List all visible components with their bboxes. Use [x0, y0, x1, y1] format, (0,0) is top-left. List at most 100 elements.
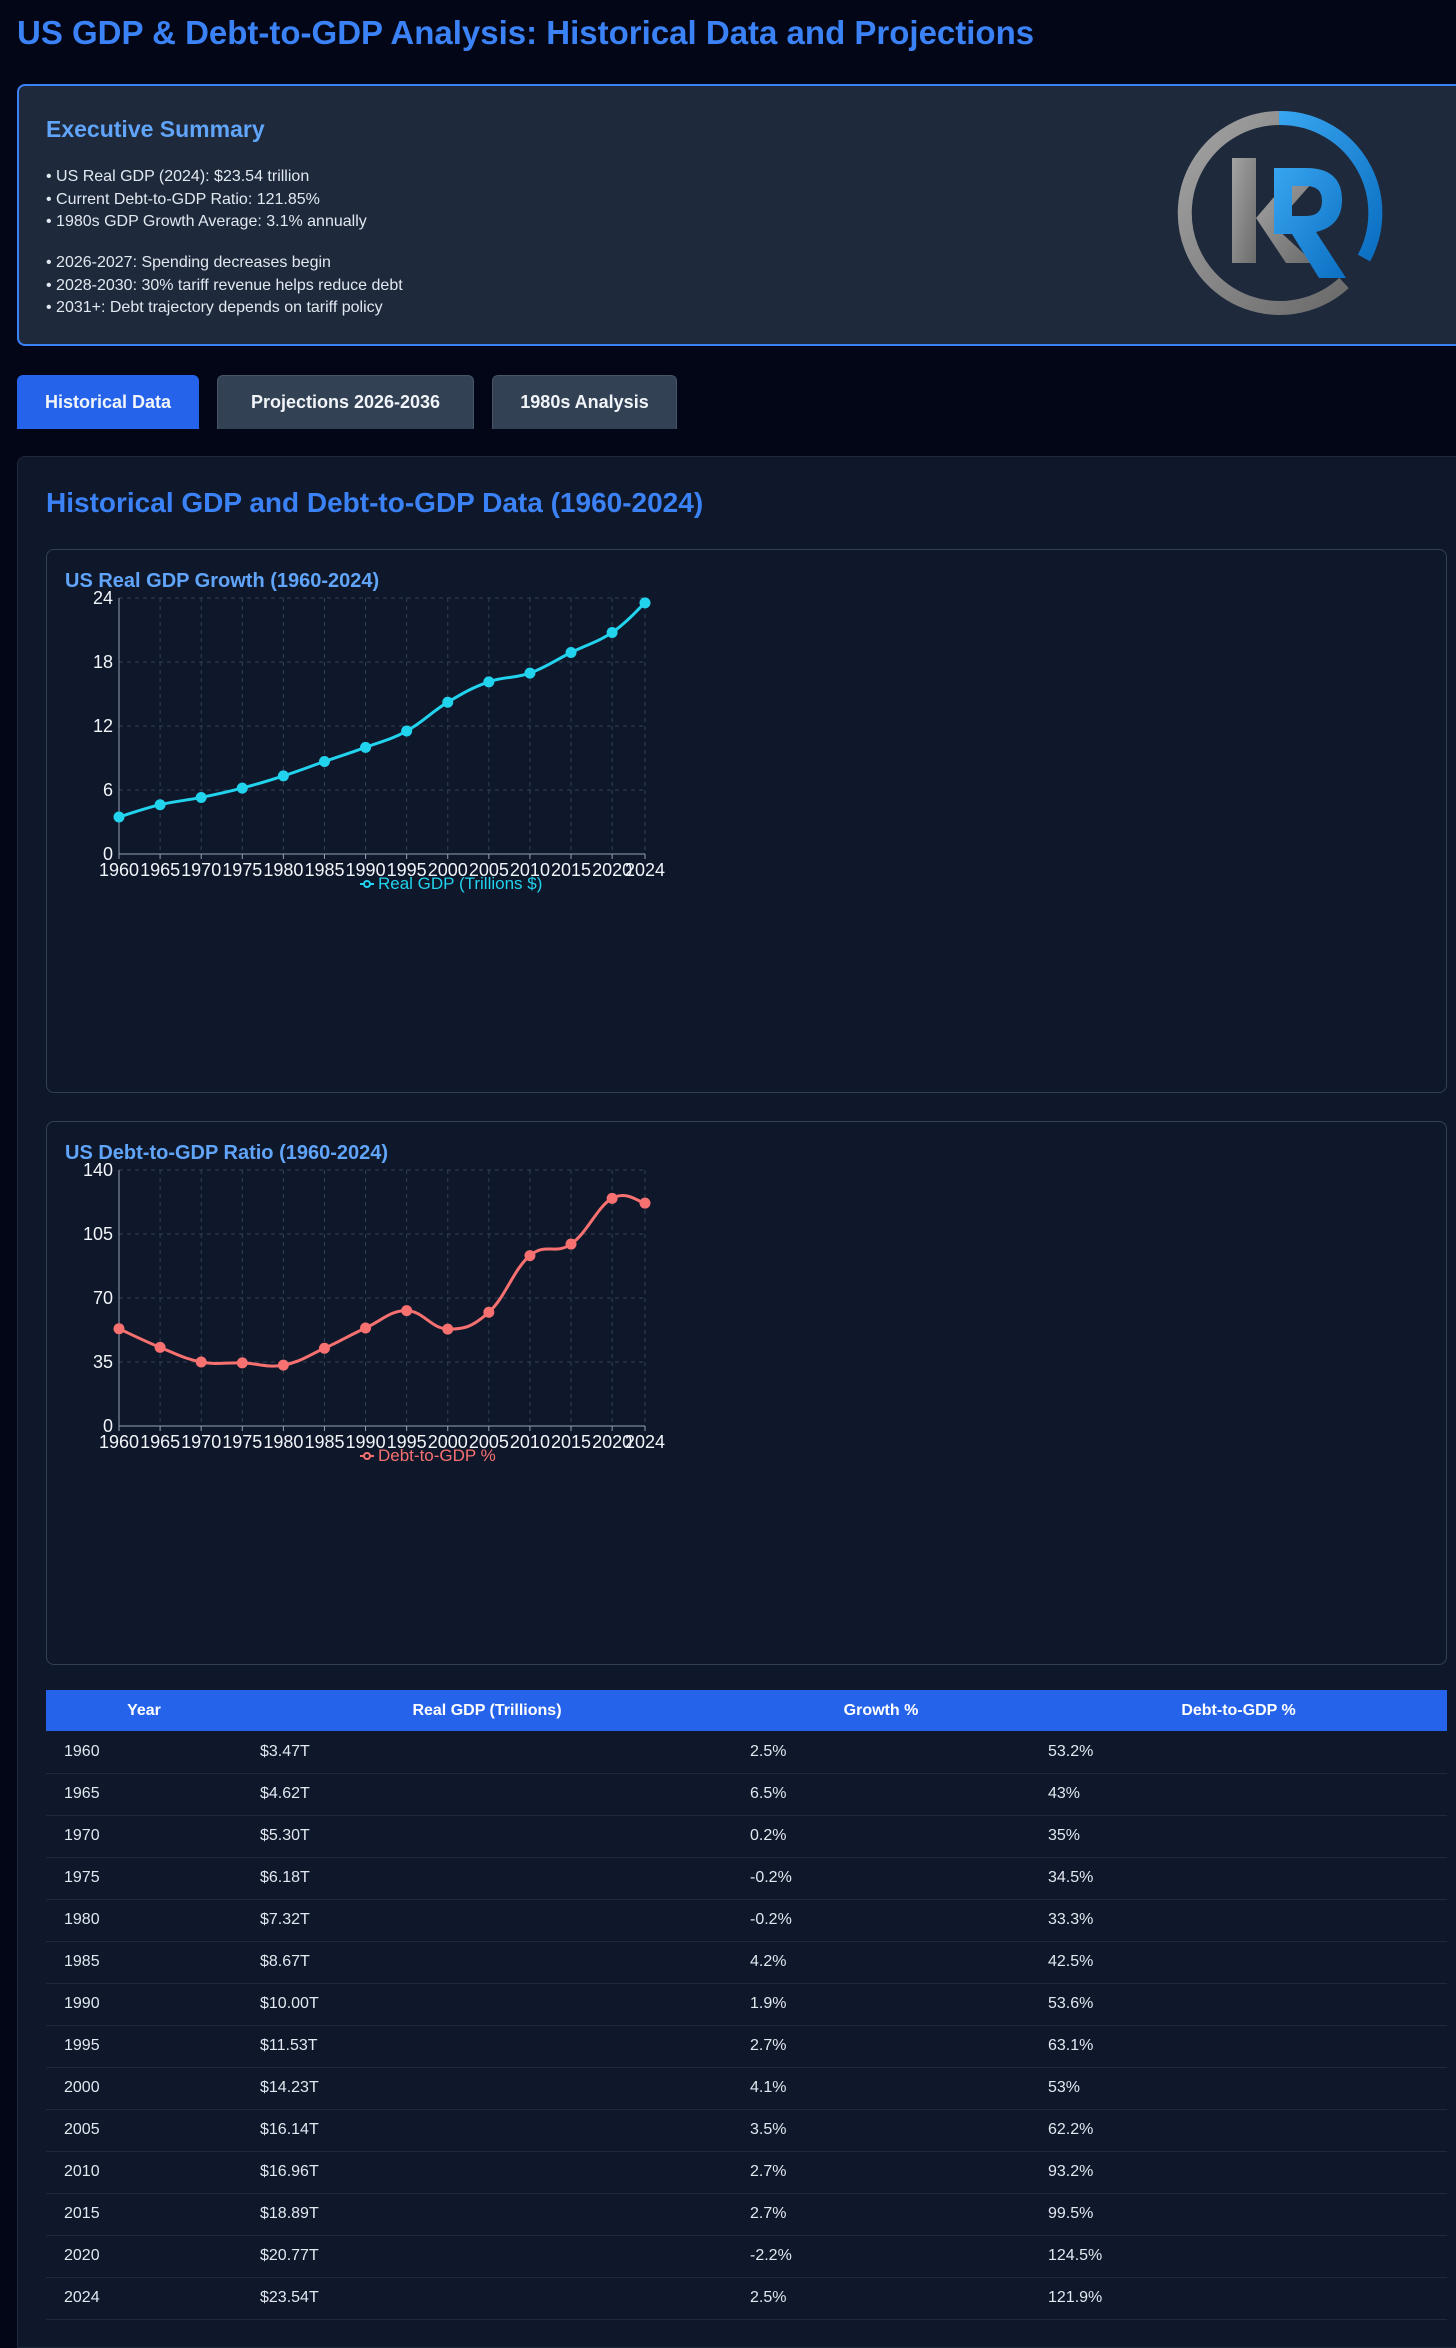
cell-debt-to-gdp: 53.2%	[1048, 1742, 1094, 1760]
data-point	[277, 770, 289, 782]
cell-real-gdp: $14.23T	[260, 2079, 319, 2096]
legend-label: Debt-to-GDP %	[378, 1446, 496, 1465]
cell-debt-to-gdp: 35%	[1048, 1827, 1081, 1844]
x-tick-label: 2024	[625, 1432, 665, 1452]
cell-debt-to-gdp: 99.5%	[1048, 2205, 1094, 2222]
debt-line-chart: 0 35 70 105 140 1960 1965 1970 1975 1980 1985 1990 1…	[83, 1160, 665, 1465]
summary-item: • 2031+: Debt trajectory depends on tari…	[46, 299, 383, 316]
x-tick-label: 1995	[387, 860, 427, 880]
cell-year: 1990	[64, 1995, 100, 2012]
cell-debt-to-gdp: 63.1%	[1048, 2037, 1094, 2054]
cell-real-gdp: $4.62T	[260, 1785, 310, 1802]
data-point	[483, 676, 495, 688]
table-row: 1975 $6.18T -0.2% 34.5%	[46, 1857, 1447, 1899]
x-tick-label: 1980	[263, 860, 303, 880]
gdp-line-chart: 0 6 12 18 24 1960 1965 1970 1975 1980 1985 1990 1995…	[93, 588, 665, 893]
summary-item: • US Real GDP (2024): $23.54 trillion	[46, 168, 310, 185]
table-row: 1990 $10.00T 1.9% 53.6%	[46, 1983, 1447, 2025]
table-body: 1960 $3.47T 2.5% 53.2% 1965 $4.62T 6.5% 43% 1970…	[46, 1731, 1447, 2319]
cell-year: 1965	[64, 1785, 100, 1802]
table-row: 1995 $11.53T 2.7% 63.1%	[46, 2025, 1447, 2067]
summary-key-metrics: • US Real GDP (2024): $23.54 trillion • …	[46, 166, 367, 234]
x-tick-label: 1990	[346, 860, 386, 880]
data-point	[401, 725, 413, 737]
x-tick-label: 1985	[304, 860, 344, 880]
summary-title: Executive Summary	[46, 116, 265, 142]
chart-grid	[118, 1169, 646, 1427]
x-tick-label: 2000	[428, 1432, 468, 1452]
gdp-chart-title: US Real GDP Growth (1960-2024)	[65, 570, 380, 592]
table-row: 2015 $18.89T 2.7% 99.5%	[46, 2193, 1447, 2235]
x-tick-label: 1970	[181, 860, 221, 880]
table-row: 1970 $5.30T 0.2% 35%	[46, 1815, 1447, 1857]
cell-debt-to-gdp: 93.2%	[1048, 2163, 1094, 2180]
data-point	[154, 1341, 166, 1353]
cell-debt-to-gdp: 121.9%	[1048, 2289, 1103, 2306]
cell-growth: 2.7%	[750, 2163, 787, 2180]
legend-marker	[363, 880, 371, 888]
data-point	[442, 696, 454, 708]
data-point	[113, 1323, 125, 1335]
legend-marker	[363, 1452, 371, 1460]
data-point	[483, 1306, 495, 1318]
cell-real-gdp: $18.89T	[260, 2205, 319, 2222]
summary-item: • 2026-2027: Spending decreases begin	[46, 254, 331, 271]
cell-real-gdp: $20.77T	[260, 2247, 319, 2264]
column-header-year: Year	[127, 1701, 161, 1719]
tab-historical-data[interactable]: Historical Data	[17, 375, 199, 429]
x-tick-label: 1975	[222, 860, 262, 880]
data-point	[565, 1238, 577, 1250]
x-tick-label: 2015	[551, 860, 591, 880]
data-point	[195, 791, 207, 803]
gdp-chart-card: US Real GDP Growth (1960-2024) 0 6 12 18 24 1…	[46, 549, 1447, 1093]
tab-projections[interactable]: Projections 2026-2036	[217, 375, 474, 429]
tab-1980s-analysis[interactable]: 1980s Analysis	[492, 375, 677, 429]
data-point	[639, 1197, 651, 1209]
data-point	[236, 1357, 248, 1369]
cell-year: 2015	[64, 2205, 100, 2222]
legend-label: Real GDP (Trillions $)	[378, 874, 542, 893]
y-tick-label: 6	[103, 780, 113, 800]
cell-debt-to-gdp: 33.3%	[1048, 1911, 1094, 1928]
page-title: US GDP & Debt-to-GDP Analysis: Historica…	[17, 14, 1035, 51]
cell-debt-to-gdp: 53%	[1048, 2079, 1081, 2096]
x-tick-label: 1965	[140, 1432, 180, 1452]
cell-year: 1995	[64, 2037, 100, 2054]
historical-data-panel: Historical GDP and Debt-to-GDP Data (196…	[17, 456, 1456, 2348]
cell-year: 2005	[64, 2121, 100, 2138]
table-row: 2024 $23.54T 2.5% 121.9%	[46, 2277, 1447, 2319]
y-tick-label: 24	[93, 588, 113, 608]
x-tick-label: 2010	[510, 1432, 550, 1452]
x-tick-label: 2015	[551, 1432, 591, 1452]
cell-year: 1985	[64, 1953, 100, 1970]
cell-debt-to-gdp: 62.2%	[1048, 2121, 1094, 2138]
y-tick-label: 105	[83, 1224, 113, 1244]
cell-growth: 2.5%	[750, 2289, 787, 2306]
cell-growth: 1.9%	[750, 1995, 787, 2012]
cell-growth: 4.1%	[750, 2079, 787, 2096]
x-tick-label: 2000	[428, 860, 468, 880]
summary-item: • 2028-2030: 30% tariff revenue helps re…	[46, 276, 403, 294]
data-point	[606, 1192, 618, 1204]
x-tick-label: 2010	[510, 860, 550, 880]
table-row: 2000 $14.23T 4.1% 53%	[46, 2067, 1447, 2109]
x-tick-label: 2005	[469, 1432, 509, 1452]
cell-real-gdp: $8.67T	[260, 1953, 310, 1970]
table-row: 1965 $4.62T 6.5% 43%	[46, 1773, 1447, 1815]
cell-growth: -0.2%	[750, 1911, 792, 1928]
summary-item: • 1980s GDP Growth Average: 3.1% annuall…	[46, 213, 367, 230]
table-header-row: Year Real GDP (Trillions) Growth % Debt-…	[46, 1690, 1447, 1731]
data-point	[236, 782, 248, 794]
historical-data-table: Year Real GDP (Trillions) Growth % Debt-…	[46, 1690, 1447, 2320]
x-tick-label: 2020	[592, 860, 632, 880]
cell-real-gdp: $6.18T	[260, 1869, 310, 1886]
table-row: 2005 $16.14T 3.5% 62.2%	[46, 2109, 1447, 2151]
y-tick-label: 140	[83, 1160, 113, 1180]
x-tick-label: 2005	[469, 860, 509, 880]
cell-real-gdp: $5.30T	[260, 1827, 310, 1844]
table-row: 1980 $7.32T -0.2% 33.3%	[46, 1899, 1447, 1941]
cell-real-gdp: $11.53T	[260, 2037, 318, 2054]
y-tick-label: 70	[93, 1288, 113, 1308]
cell-year: 1960	[64, 1742, 100, 1760]
y-tick-label: 35	[93, 1352, 113, 1372]
